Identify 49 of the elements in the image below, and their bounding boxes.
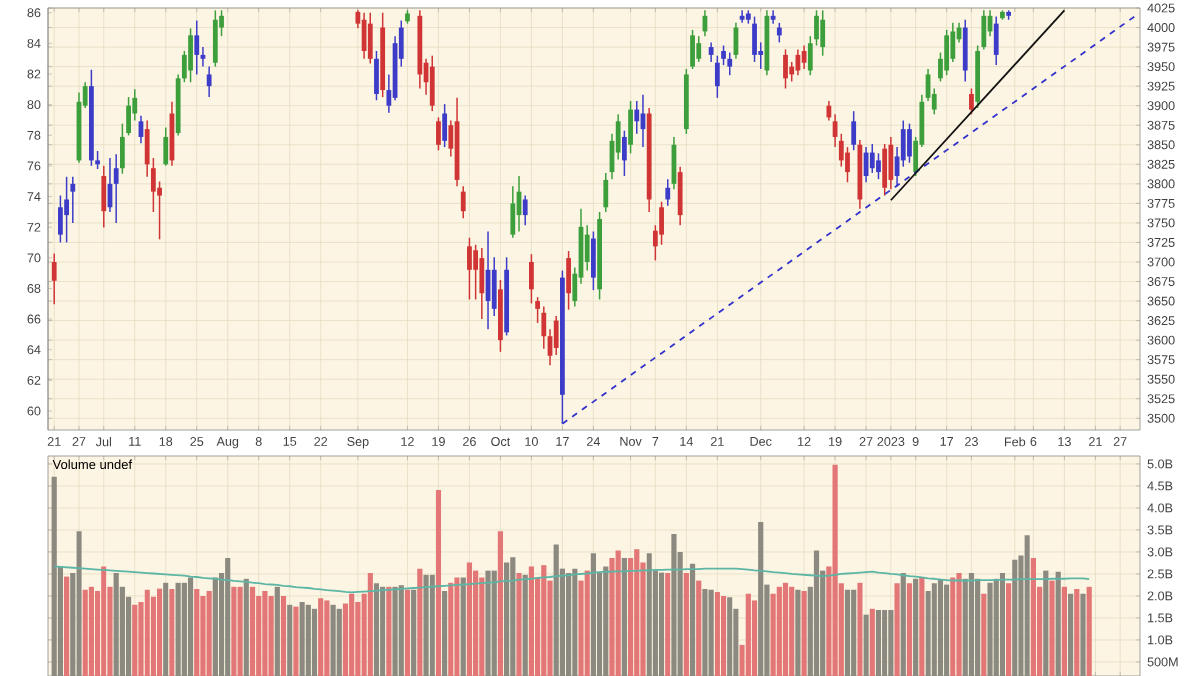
- candlestick: [621, 129, 627, 177]
- candlestick: [739, 9, 745, 24]
- candlestick: [529, 253, 534, 305]
- candlestick: [194, 19, 200, 76]
- candlestick: [962, 18, 968, 83]
- candlestick: [876, 152, 881, 180]
- candlestick: [51, 252, 57, 305]
- candlestick: [436, 116, 441, 151]
- candlestick: [783, 48, 788, 90]
- candlestick: [882, 143, 888, 197]
- candlestick: [727, 51, 733, 76]
- candlestick: [820, 9, 826, 57]
- candlestick: [714, 54, 720, 99]
- candlestick: [212, 9, 218, 68]
- candlestick: [442, 103, 448, 148]
- candlestick: [374, 50, 379, 101]
- candlestick: [801, 44, 807, 70]
- candlestick: [113, 153, 119, 224]
- candlestick: [869, 143, 875, 174]
- candlestick: [188, 27, 193, 83]
- candlestick: [907, 122, 912, 164]
- candlestick: [584, 224, 590, 272]
- candlestick: [429, 54, 435, 112]
- candlestick: [677, 165, 683, 226]
- candlestick: [944, 29, 950, 76]
- candlestick: [603, 172, 609, 213]
- candlestick: [628, 100, 633, 155]
- candlestick: [467, 237, 472, 301]
- candlestick: [479, 247, 485, 320]
- candlestick: [888, 136, 894, 191]
- candlestick: [522, 194, 528, 226]
- candlestick: [993, 15, 999, 66]
- candlestick: [590, 230, 596, 291]
- candlestick: [690, 29, 695, 70]
- candlestick: [665, 178, 671, 207]
- candlestick: [367, 11, 373, 65]
- candlestick: [752, 15, 757, 63]
- candlestick: [851, 110, 857, 151]
- candlestick: [969, 87, 974, 116]
- candlestick: [770, 9, 776, 25]
- candlestick: [101, 165, 107, 229]
- candlestick: [163, 126, 169, 167]
- candlestick: [460, 185, 466, 219]
- candlestick: [566, 250, 571, 311]
- candlestick: [776, 22, 782, 44]
- candlestick: [708, 41, 714, 63]
- candlestick: [696, 35, 702, 63]
- candlestick: [206, 65, 212, 98]
- candlestick: [64, 176, 69, 244]
